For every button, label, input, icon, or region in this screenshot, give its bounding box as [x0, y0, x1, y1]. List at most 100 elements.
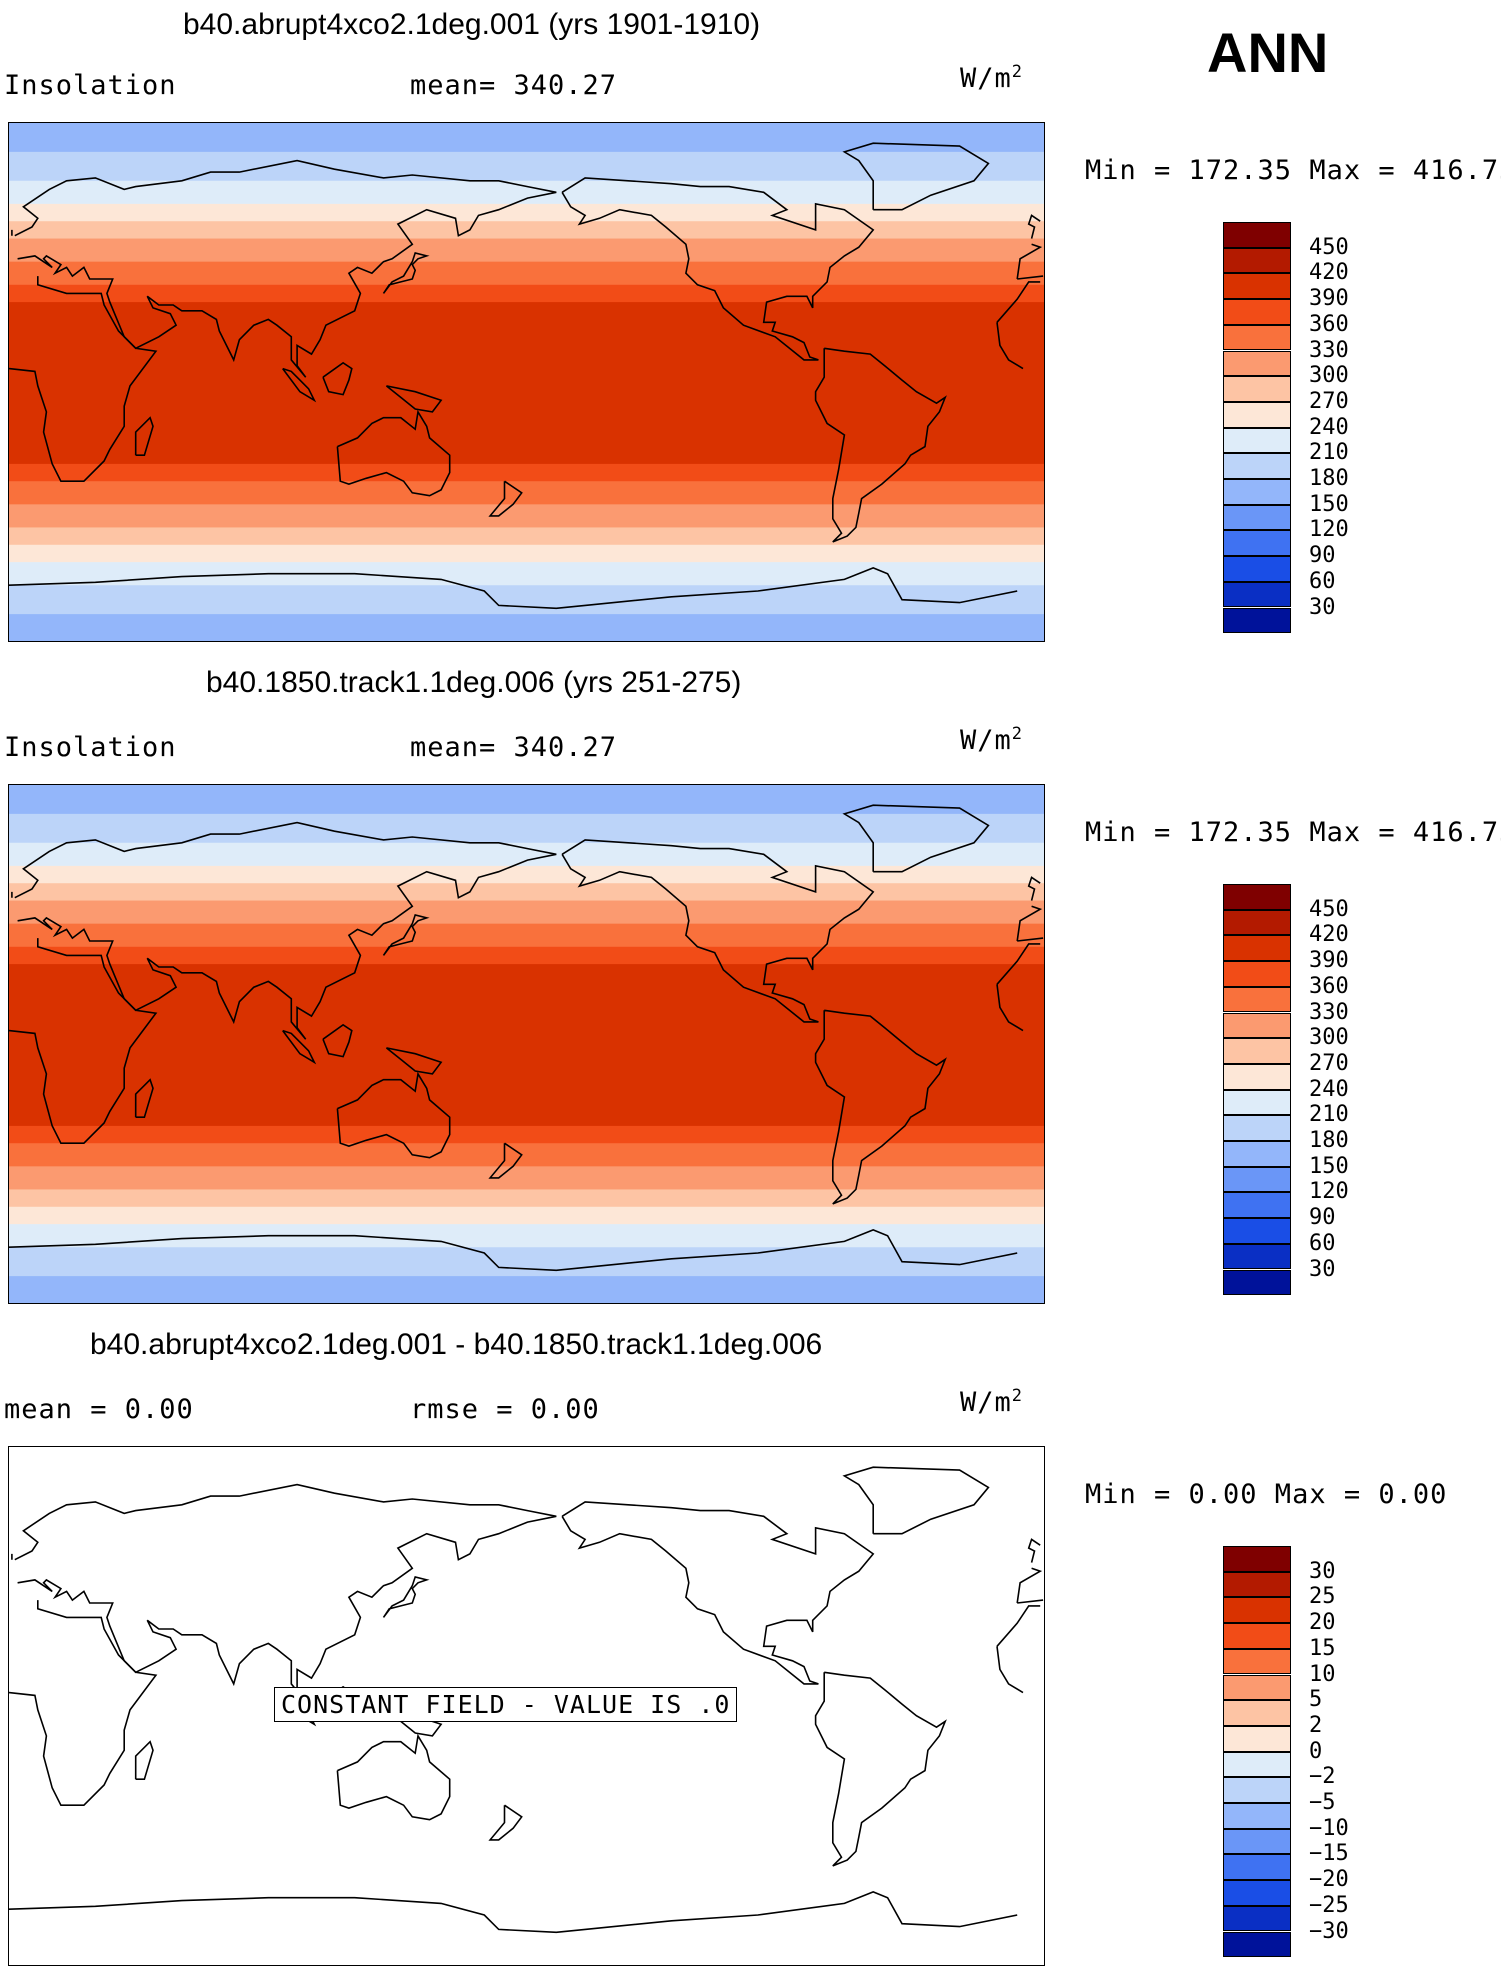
- insolation-band: [9, 302, 1044, 465]
- insolation-band: [9, 562, 1044, 586]
- coastline: [11, 1538, 1041, 1563]
- colorbar-tick-label: 60: [1309, 568, 1336, 594]
- colorbar-swatch: [1223, 1571, 1291, 1598]
- coastline: [382, 1576, 430, 1618]
- colorbar-swatch: [1223, 581, 1291, 608]
- colorbar-swatch: [1223, 556, 1291, 582]
- panel-3-mean-label: mean = 0.00: [4, 1394, 194, 1425]
- insolation-band: [9, 238, 1044, 263]
- coastline: [9, 1891, 1018, 1934]
- coastline: [561, 177, 875, 361]
- colorbar-tick-label: 180: [1309, 1128, 1349, 1153]
- coastline: [11, 876, 1041, 901]
- insolation-band: [9, 883, 1044, 902]
- insolation-band: [9, 1206, 1044, 1225]
- colorbar-swatch: [1223, 1725, 1291, 1752]
- insolation-band: [9, 585, 1044, 615]
- coastline: [842, 1466, 990, 1535]
- coastline: [9, 567, 1018, 610]
- insolation-band: [9, 923, 1044, 948]
- insolation-band: [9, 1224, 1044, 1248]
- panel-3-map: CONSTANT FIELD - VALUE IS .0: [8, 1446, 1045, 1966]
- colorbar-swatch: [1223, 1648, 1291, 1675]
- insolation-band: [9, 900, 1044, 925]
- colorbar-swatch: [1223, 1803, 1291, 1829]
- colorbar-tick-label: 180: [1309, 466, 1349, 491]
- colorbar-swatch: [1223, 273, 1291, 300]
- colorbar-tick-label: 390: [1309, 286, 1349, 312]
- colorbar-tick-label: 330: [1309, 337, 1349, 363]
- insolation-band: [9, 151, 1044, 182]
- colorbar-tick-label: −10: [1309, 1815, 1349, 1841]
- coastline: [488, 1142, 523, 1179]
- colorbar-swatch: [1223, 350, 1291, 377]
- colorbar-tick-label: 120: [1309, 1179, 1349, 1205]
- panel-2-title: b40.1850.track1.1deg.006 (yrs 251-275): [206, 666, 742, 699]
- colorbar-tick-label: 25: [1309, 1584, 1336, 1610]
- colorbar-swatch: [1223, 1546, 1291, 1572]
- colorbar-swatch: [1223, 607, 1291, 634]
- panel-1-colorbar: 450 420 390 360 330 300 270 240 210 180 150 120 90 60…: [1223, 222, 1349, 634]
- panel-3-title: b40.abrupt4xco2.1deg.001 - b40.1850.trac…: [90, 1328, 823, 1361]
- coastline: [385, 1047, 443, 1075]
- colorbar-tick-label: 30: [1309, 1558, 1336, 1584]
- colorbar-tick-label: 30: [1309, 594, 1336, 620]
- colorbar-tick-label: 360: [1309, 311, 1349, 337]
- colorbar-swatch: [1223, 1115, 1291, 1141]
- panel-3-rmse-label: rmse = 0.00: [410, 1394, 600, 1425]
- panel-2-mean-label: mean= 340.27: [410, 732, 618, 763]
- insolation-band: [9, 527, 1044, 546]
- colorbar-swatch: [1223, 1012, 1291, 1039]
- colorbar-swatch: [1223, 324, 1291, 351]
- coastline: [561, 1501, 875, 1685]
- insolation-band: [9, 504, 1044, 528]
- panel-2-colorbar: 450 420 390 360 330 300 270 240 210 180 150 120 90 60…: [1223, 884, 1349, 1296]
- panel-1-map: [8, 122, 1045, 642]
- coastline: [336, 409, 451, 497]
- colorbar-swatch: [1223, 1218, 1291, 1244]
- coastline: [11, 214, 1041, 239]
- colorbar-tick-label: 90: [1309, 543, 1336, 569]
- colorbar-swatch: [1223, 1828, 1291, 1855]
- colorbar-swatch: [1223, 479, 1291, 505]
- colorbar-swatch: [1223, 986, 1291, 1013]
- colorbar-swatch: [1223, 530, 1291, 557]
- insolation-band: [9, 284, 1044, 303]
- colorbar-tick-label: 150: [1309, 1153, 1349, 1179]
- colorbar-swatch: [1223, 1597, 1291, 1624]
- colorbar-swatch: [1223, 1192, 1291, 1219]
- colorbar-tick-label: 240: [1309, 1076, 1349, 1102]
- coastline: [14, 1483, 1044, 1702]
- colorbar-tick-label: 420: [1309, 260, 1349, 286]
- coastline: [488, 480, 523, 517]
- colorbar-swatch: [1223, 453, 1291, 479]
- colorbar-tick-label: 10: [1309, 1661, 1336, 1687]
- constant-field-note: CONSTANT FIELD - VALUE IS .0: [274, 1687, 738, 1722]
- panel-2-map: [8, 784, 1045, 1304]
- coastline: [134, 416, 154, 456]
- coastline: [9, 276, 1041, 482]
- coastline: [282, 367, 317, 403]
- colorbar-swatch: [1223, 1269, 1291, 1296]
- insolation-band: [9, 964, 1044, 1127]
- coastline: [134, 1078, 154, 1118]
- insolation-band: [9, 946, 1044, 965]
- colorbar-tick-label: 390: [1309, 948, 1349, 974]
- coastline: [842, 804, 990, 873]
- coastline: [382, 914, 430, 956]
- panel-2-left-label: Insolation: [4, 732, 177, 763]
- insolation-band: [9, 203, 1044, 222]
- colorbar-swatch: [1223, 1880, 1291, 1906]
- insolation-band: [9, 123, 1044, 153]
- colorbar-tick-label: 240: [1309, 414, 1349, 440]
- panel-3-map-svg: [9, 1466, 1044, 1934]
- insolation-band: [9, 813, 1044, 844]
- colorbar-tick-label: 15: [1309, 1635, 1336, 1661]
- colorbar-tick-label: −15: [1309, 1841, 1349, 1867]
- colorbar-swatch: [1223, 1243, 1291, 1270]
- colorbar-tick-label: 330: [1309, 999, 1349, 1025]
- colorbar-tick-label: 450: [1309, 896, 1349, 922]
- colorbar-swatch: [1223, 1674, 1291, 1701]
- panel-1-title: b40.abrupt4xco2.1deg.001 (yrs 1901-1910): [183, 8, 761, 41]
- panel-3-colorbar: 30 25 20 15 10 5 2 0 −2 −5 −10 −15 −20 −25 −30: [1223, 1546, 1349, 1958]
